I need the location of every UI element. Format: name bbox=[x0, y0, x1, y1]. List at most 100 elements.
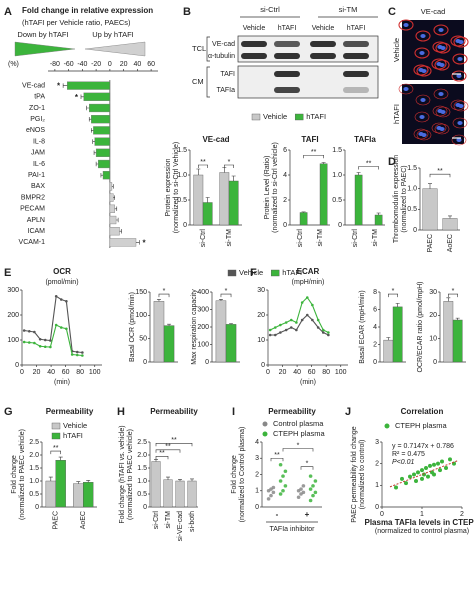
y-axis-label: Thrombomodulin expression bbox=[393, 155, 400, 243]
blot-band bbox=[274, 87, 300, 93]
x-tick-label: 0 bbox=[266, 369, 270, 376]
x-tick-label: 0 bbox=[108, 61, 112, 68]
cell-junction bbox=[452, 53, 468, 65]
bar bbox=[202, 202, 213, 226]
y-tick-label: 1.5 bbox=[29, 465, 39, 472]
chart-title: Fold change in relative expression bbox=[22, 6, 153, 15]
cell-junction bbox=[434, 123, 450, 135]
y-tick-label: 0 bbox=[338, 222, 342, 229]
error-bar bbox=[167, 323, 172, 326]
y-tick-label: 0.5 bbox=[29, 491, 39, 498]
blot-band bbox=[343, 87, 369, 93]
error-bar bbox=[229, 323, 234, 325]
point bbox=[54, 323, 58, 327]
chart-subtitle: (pmol/min) bbox=[45, 279, 78, 286]
cell-junction bbox=[413, 128, 429, 140]
point bbox=[54, 294, 58, 298]
y-tick-label: 1.0 bbox=[332, 172, 342, 179]
y-tick-label: 0.5 bbox=[407, 206, 417, 213]
y-tick-label: 3 bbox=[255, 455, 259, 462]
panel-label: F bbox=[250, 267, 257, 279]
point bbox=[305, 296, 309, 299]
blot-band bbox=[274, 41, 300, 47]
point bbox=[81, 354, 84, 357]
category-label: - bbox=[276, 510, 279, 519]
point bbox=[400, 476, 404, 481]
y-tick-label: 200 bbox=[197, 324, 209, 331]
significance-label: * bbox=[225, 288, 228, 295]
blot-band bbox=[241, 53, 267, 59]
blot-band bbox=[343, 71, 369, 77]
point bbox=[301, 484, 306, 488]
point bbox=[301, 490, 306, 495]
x-tick-label: -80 bbox=[50, 61, 60, 68]
cell-junction bbox=[413, 64, 429, 76]
point bbox=[22, 340, 26, 344]
category-label: si-TM bbox=[317, 229, 324, 247]
y-tick-label: 300 bbox=[7, 287, 19, 294]
legend-swatch bbox=[51, 432, 61, 440]
y-tick-label: 100 bbox=[7, 337, 19, 344]
y-tick-label: 1.5 bbox=[177, 147, 187, 154]
point bbox=[27, 341, 31, 344]
x-tick-label: 60 bbox=[62, 369, 70, 376]
y-tick-label: 0 bbox=[283, 222, 287, 229]
category-label: si-Ctrl bbox=[297, 229, 304, 248]
bar bbox=[151, 461, 161, 508]
y-axis-label: (normalized to PAEC vehicle) bbox=[19, 429, 26, 520]
x-tick-label: 20 bbox=[33, 369, 41, 376]
error-bar bbox=[231, 175, 236, 181]
legend-label: Vehicle bbox=[239, 268, 263, 277]
bar bbox=[215, 300, 227, 363]
error-bar bbox=[100, 172, 103, 178]
nucleus bbox=[418, 132, 424, 136]
nucleus bbox=[456, 74, 462, 78]
y-axis-label: Protein Level (Ratio) bbox=[264, 156, 271, 220]
significance-label: * bbox=[452, 288, 455, 295]
point bbox=[281, 474, 285, 478]
point bbox=[295, 321, 298, 324]
y-tick-label: 100 bbox=[197, 341, 209, 348]
point bbox=[300, 301, 304, 304]
image-row-label: hTAFI bbox=[392, 104, 401, 124]
category-label: eNOS bbox=[26, 127, 45, 134]
panel-label: G bbox=[4, 406, 13, 418]
significance-label: ** bbox=[165, 444, 171, 451]
y-tick-label: 0 bbox=[433, 359, 437, 366]
x-tick-label: 40 bbox=[293, 369, 301, 376]
significance-bracket bbox=[224, 164, 234, 168]
point bbox=[308, 487, 313, 491]
category-label: PAEC bbox=[53, 511, 60, 530]
error-bar bbox=[222, 167, 227, 173]
significance-bracket bbox=[50, 450, 61, 455]
panel-label: I bbox=[232, 406, 235, 418]
point bbox=[432, 472, 436, 477]
point bbox=[75, 350, 79, 354]
cell-junction bbox=[453, 100, 469, 112]
blot-lane: Vehicle bbox=[243, 25, 266, 32]
point bbox=[38, 344, 42, 348]
x-tick-label: 0 bbox=[20, 369, 24, 376]
point bbox=[81, 351, 84, 354]
significance-bracket bbox=[282, 448, 314, 452]
significance-label: ** bbox=[366, 160, 372, 167]
nucleus bbox=[456, 138, 462, 142]
y-tick-label: 1.5 bbox=[332, 147, 342, 154]
x-axis-label: (%) bbox=[8, 61, 19, 68]
x-tick-label: 100 bbox=[335, 369, 347, 376]
y-tick-label: 150 bbox=[135, 289, 147, 296]
y-tick-label: 2.0 bbox=[29, 452, 39, 459]
point bbox=[321, 331, 325, 334]
error-bar bbox=[119, 228, 122, 234]
error-bar bbox=[178, 479, 182, 481]
category-label: IL-8 bbox=[33, 138, 45, 145]
cell-junction bbox=[451, 70, 467, 82]
error-bar bbox=[58, 456, 63, 461]
error-bar bbox=[301, 211, 306, 213]
point bbox=[313, 479, 318, 483]
significance-label: * bbox=[306, 461, 309, 468]
x-tick-label: 1 bbox=[420, 511, 424, 518]
point bbox=[273, 333, 277, 337]
y-tick-label: 100 bbox=[135, 312, 147, 319]
y-tick-label: 0 bbox=[183, 222, 187, 229]
